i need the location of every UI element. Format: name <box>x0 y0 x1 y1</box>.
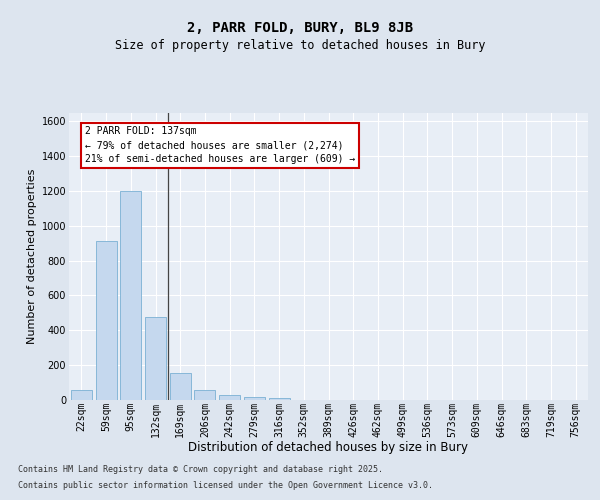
Text: 2 PARR FOLD: 137sqm
← 79% of detached houses are smaller (2,274)
21% of semi-det: 2 PARR FOLD: 137sqm ← 79% of detached ho… <box>85 126 355 164</box>
Bar <box>219 395 240 400</box>
Bar <box>194 390 215 400</box>
Text: Size of property relative to detached houses in Bury: Size of property relative to detached ho… <box>115 40 485 52</box>
Bar <box>170 373 191 400</box>
Bar <box>269 398 290 400</box>
X-axis label: Distribution of detached houses by size in Bury: Distribution of detached houses by size … <box>188 441 469 454</box>
Text: 2, PARR FOLD, BURY, BL9 8JB: 2, PARR FOLD, BURY, BL9 8JB <box>187 20 413 34</box>
Bar <box>244 397 265 400</box>
Y-axis label: Number of detached properties: Number of detached properties <box>28 168 37 344</box>
Bar <box>95 242 116 400</box>
Bar <box>145 317 166 400</box>
Bar <box>120 191 141 400</box>
Text: Contains HM Land Registry data © Crown copyright and database right 2025.: Contains HM Land Registry data © Crown c… <box>18 464 383 473</box>
Bar <box>71 390 92 400</box>
Text: Contains public sector information licensed under the Open Government Licence v3: Contains public sector information licen… <box>18 480 433 490</box>
